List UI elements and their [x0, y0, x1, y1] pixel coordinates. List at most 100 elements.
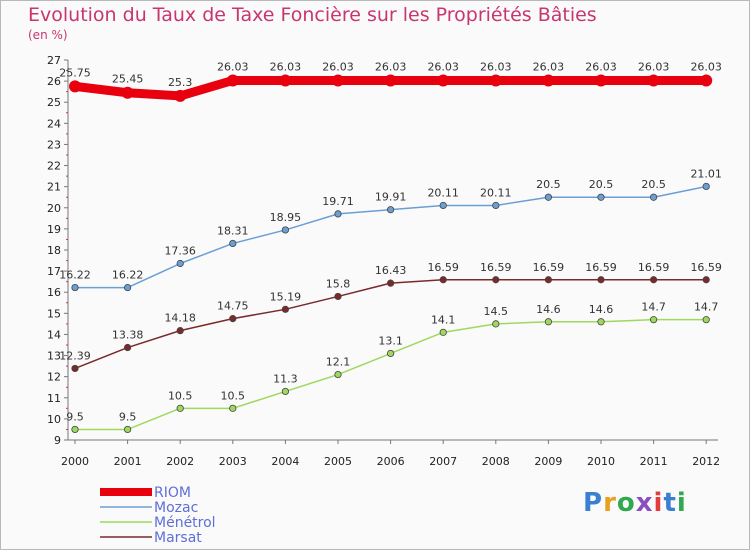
data-label: 14.7: [641, 301, 666, 314]
legend-label: Ménétrol: [154, 515, 216, 531]
data-point: [702, 316, 710, 324]
data-point: [384, 74, 397, 87]
data-label: 20.5: [589, 178, 614, 191]
data-label: 13.1: [378, 334, 403, 347]
y-tick-label: 15: [47, 307, 61, 320]
data-label: 16.22: [59, 269, 91, 282]
data-point: [437, 74, 450, 87]
chart-title: Evolution du Taux de Taxe Foncière sur l…: [28, 4, 597, 26]
logo-letter: i: [653, 488, 664, 518]
x-tick-label: 2006: [377, 455, 405, 468]
x-tick-label: 2010: [587, 455, 615, 468]
data-point: [124, 425, 132, 434]
data-label: 18.31: [217, 224, 249, 237]
data-point: [334, 370, 342, 379]
data-point: [597, 318, 605, 326]
data-point: [492, 320, 500, 328]
data-point: [544, 318, 553, 326]
data-point: [386, 349, 395, 358]
data-point: [281, 305, 289, 313]
legend-label: Marsat: [154, 530, 202, 546]
data-label: 21.01: [690, 167, 722, 180]
x-tick-label: 2008: [482, 455, 510, 468]
data-label: 26.03: [480, 60, 512, 73]
y-tick-label: 22: [47, 160, 61, 173]
data-label: 14.1: [431, 313, 456, 326]
y-tick-label: 13: [47, 350, 61, 363]
legend-label: RIOM: [154, 485, 191, 501]
y-tick-label: 19: [47, 223, 61, 236]
data-label: 14.6: [536, 303, 561, 316]
data-point: [334, 292, 342, 301]
y-tick-label: 27: [47, 54, 61, 67]
y-tick-label: 18: [47, 244, 61, 257]
data-point: [226, 74, 239, 87]
data-point: [176, 404, 184, 412]
logo-letter: x: [635, 488, 654, 518]
x-tick-label: 2011: [640, 455, 668, 468]
data-point: [702, 182, 710, 191]
data-point: [71, 283, 79, 292]
data-point: [489, 74, 502, 87]
y-tick-label: 17: [47, 265, 61, 278]
data-point: [334, 210, 342, 218]
data-label: 16.59: [480, 261, 512, 274]
chart-subtitle: (en %): [28, 28, 68, 42]
data-point: [229, 315, 237, 323]
data-point: [386, 206, 395, 214]
data-point: [281, 226, 289, 234]
data-point: [386, 279, 395, 287]
data-point: [597, 276, 605, 284]
data-label: 19.71: [322, 195, 354, 208]
data-label: 9.5: [66, 410, 84, 423]
data-point: [71, 364, 79, 373]
data-label: 12.1: [326, 356, 351, 369]
data-point: [229, 239, 237, 248]
data-label: 16.59: [638, 261, 670, 274]
data-point: [439, 276, 447, 284]
data-label: 16.59: [690, 261, 722, 274]
data-label: 20.5: [641, 178, 666, 191]
data-label: 26.03: [375, 60, 407, 73]
axes: 9 10 11 12 13 14 15 16 17 18 19 20 21 22 23 24 25 26 27 200…: [47, 54, 720, 468]
data-label: 25.45: [112, 73, 144, 86]
data-label: 20.11: [427, 186, 459, 199]
data-label: 16.59: [585, 261, 617, 274]
y-tick-label: 23: [47, 138, 61, 151]
data-label: 14.5: [484, 305, 509, 318]
logo-letter: P: [583, 488, 604, 518]
y-tick-label: 20: [47, 202, 61, 215]
y-tick-label: 9: [54, 434, 61, 447]
y-tick-label: 21: [47, 181, 61, 194]
x-tick-label: 2009: [534, 455, 562, 468]
data-label: 26.03: [322, 60, 354, 73]
y-tick-label: 12: [47, 371, 61, 384]
data-point: [229, 404, 237, 412]
data-label: 18.95: [270, 211, 302, 224]
logo-letter: t: [663, 488, 677, 518]
data-label: 14.18: [164, 312, 196, 325]
x-tick-label: 2001: [114, 455, 142, 468]
data-point: [597, 193, 605, 201]
data-point: [69, 80, 81, 93]
y-tick-label: 10: [47, 413, 61, 426]
data-point: [702, 276, 710, 284]
data-point: [647, 74, 660, 87]
data-label: 16.43: [375, 264, 407, 277]
data-labels: 25.75 25.45 25.3 26.03 26.03 26.03 26.03 26.03 2…: [59, 60, 722, 423]
x-tick-label: 2012: [692, 455, 720, 468]
data-point: [542, 74, 555, 87]
data-label: 13.38: [112, 329, 144, 342]
data-point: [700, 74, 713, 87]
y-tick-label: 25: [47, 96, 61, 109]
data-label: 20.11: [480, 186, 512, 199]
x-tick-label: 2005: [324, 455, 352, 468]
data-label: 11.3: [273, 372, 298, 385]
y-tick-label: 11: [47, 392, 61, 405]
data-label: 14.6: [589, 303, 614, 316]
data-point: [176, 327, 184, 335]
data-point: [176, 259, 184, 268]
data-label: 26.03: [533, 60, 565, 73]
